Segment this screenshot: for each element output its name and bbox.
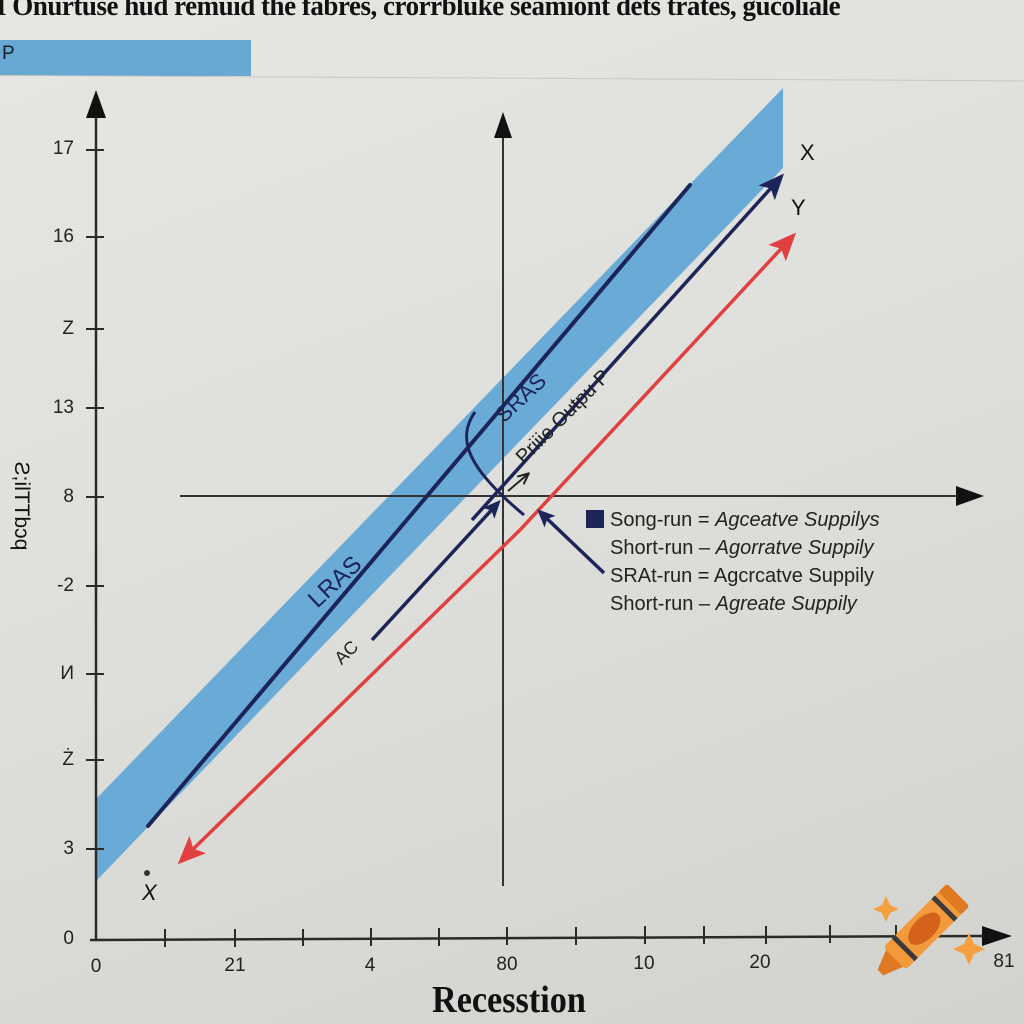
legend-pointer — [537, 509, 606, 575]
tab-label: P — [2, 43, 15, 64]
legend-swatch-icon — [586, 510, 604, 528]
legend-row: SRAt-run = Agcrcatve Suppily — [610, 565, 875, 587]
sras-line — [470, 173, 785, 522]
y-tick: Z — [62, 318, 74, 339]
x-tick: 0 — [90, 956, 102, 977]
y-tick: И — [60, 663, 74, 684]
label-x-top: X — [800, 140, 815, 165]
crayon-logo-icon — [873, 884, 985, 976]
y-axis-arrow — [86, 90, 106, 118]
x-tick: 4 — [364, 955, 376, 976]
header-tab[interactable]: P — [0, 40, 251, 76]
x-tick: 81 — [993, 951, 1015, 972]
sras-curve — [465, 411, 525, 517]
page-title: I Onurtuse hud remuid the fabres, crorrb… — [0, 0, 841, 22]
y-tick: 3 — [63, 838, 74, 859]
y-tick: 13 — [52, 397, 74, 418]
y-tick: 8 — [63, 486, 74, 507]
legend-row: Song-run = Agceatve Suppilys — [586, 506, 880, 534]
x-tick: 10 — [633, 953, 655, 974]
label-y-top: Y — [791, 195, 806, 220]
x-axis-arrow — [982, 926, 1012, 946]
x-tick: 20 — [749, 952, 771, 973]
legend-row: Short-run – Agorratve Suppily — [610, 537, 874, 559]
y-tick: 16 — [52, 226, 74, 247]
x-axis-label: Recesstion — [432, 979, 586, 1021]
y-tick: Ż — [62, 749, 74, 770]
prime-output-line-up — [518, 232, 797, 532]
lras-line — [146, 183, 692, 828]
x-tick: 21 — [224, 955, 246, 976]
prime-output-line-down — [177, 528, 522, 865]
lras-band — [97, 88, 783, 880]
legend-row: Short-run – Agreate Suppily — [610, 593, 857, 615]
y-axis-label: pcdTTli;S — [10, 461, 33, 551]
x-tick: 80 — [496, 954, 518, 975]
legend: Song-run = Agceatve Suppilys Short-run –… — [586, 506, 880, 618]
y-tick: 17 — [52, 138, 74, 159]
label-x-bottom: X — [142, 880, 157, 905]
y-tick: -2 — [57, 575, 74, 596]
small-arrow — [507, 474, 528, 492]
x-axis — [89, 934, 986, 942]
y-tick: 0 — [63, 928, 74, 949]
ad-line — [370, 500, 501, 642]
